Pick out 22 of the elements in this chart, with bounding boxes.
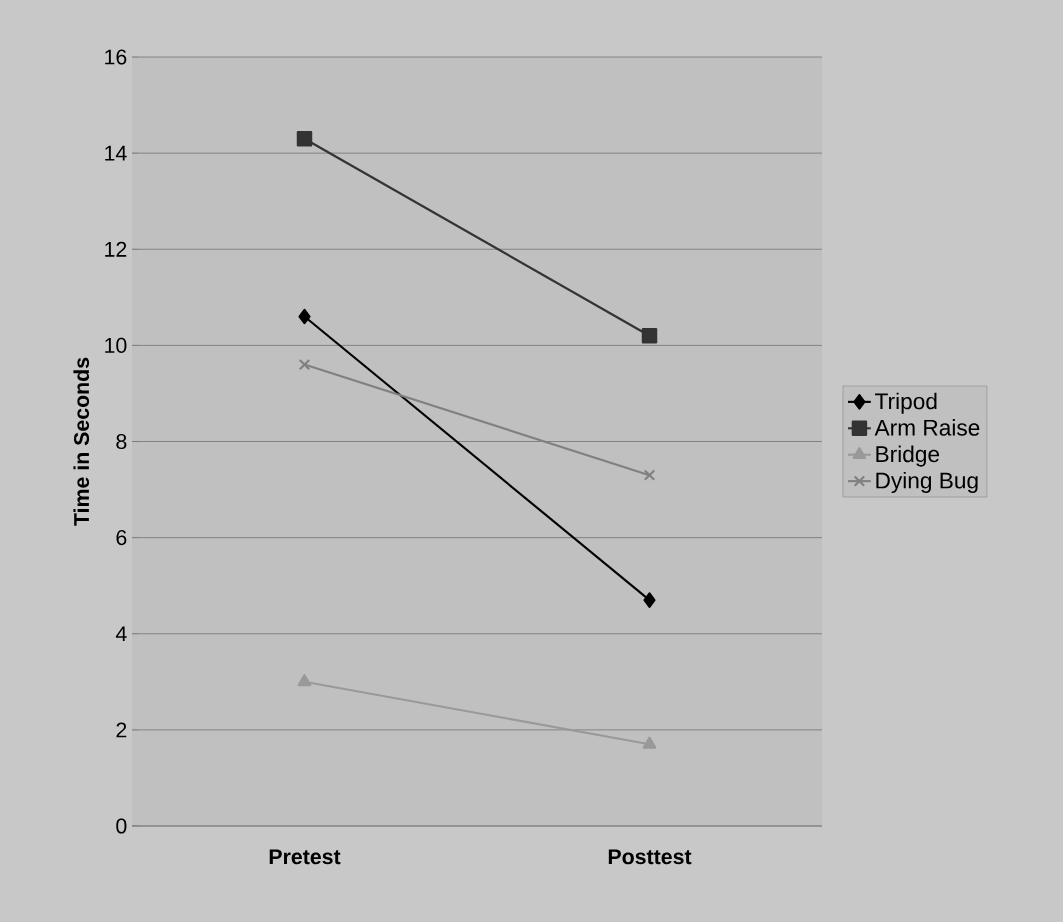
y-tick-label: 12	[105, 241, 127, 257]
y-tick-label: 14	[105, 145, 127, 161]
point	[296, 130, 313, 147]
point	[298, 308, 311, 325]
legend-label: Tripod	[875, 392, 937, 414]
point	[643, 592, 656, 608]
legend-label: Arm Raise	[874, 419, 980, 436]
point	[643, 469, 656, 481]
point	[298, 358, 311, 371]
x-tick-label: Posttest	[608, 849, 692, 865]
legend-label: Bridge	[876, 445, 940, 467]
y-tick-label: 8	[116, 433, 127, 450]
y-tick-label: 10	[105, 337, 127, 353]
y-tick-label: 6	[116, 530, 127, 546]
y-tick-label: 2	[116, 722, 127, 738]
legend-label: Dying Bug	[876, 471, 978, 494]
y-tick-label: 16	[105, 49, 127, 65]
y-tick-label: 0	[116, 818, 127, 834]
y-axis-title: Time in Seconds	[73, 357, 90, 526]
y-tick-label: 4	[115, 626, 127, 642]
x-tick-label: Pretest	[269, 849, 341, 865]
point	[641, 328, 658, 344]
